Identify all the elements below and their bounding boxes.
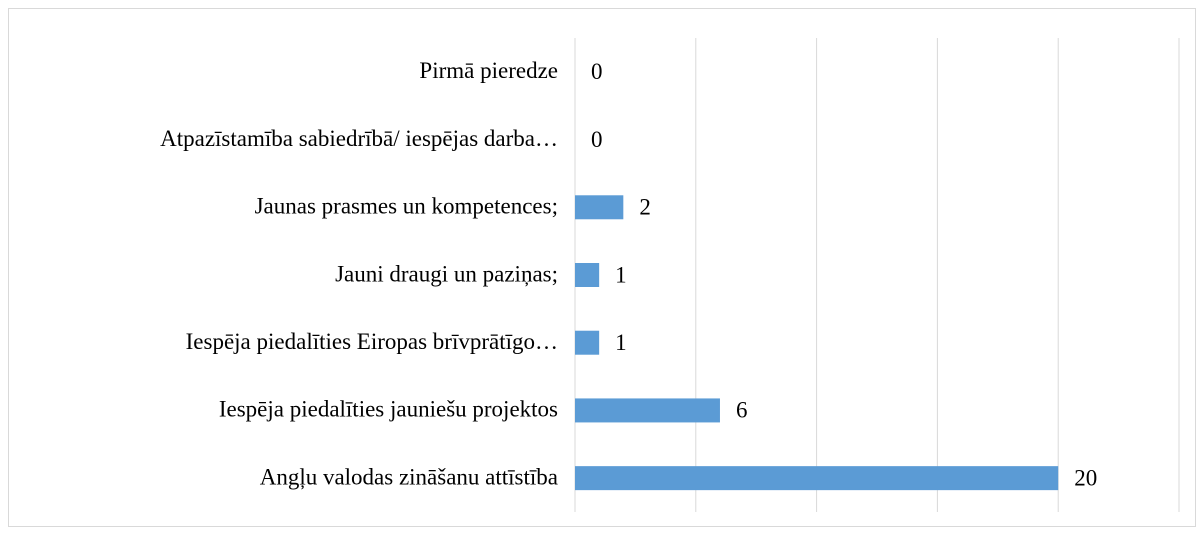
bar: [575, 195, 624, 220]
y-tick-label: Iespēja piedalīties jauniešu projektos: [219, 397, 558, 422]
y-tick-label: Atpazīstamība sabiedrībā/ iespējas darba…: [160, 126, 558, 151]
value-label: 1: [615, 262, 627, 287]
bar: [575, 398, 720, 423]
y-tick-label: Pirmā pieredze: [419, 58, 558, 83]
y-tick-label: Jaunas prasmes un kompetences;: [255, 194, 558, 219]
value-label: 0: [591, 127, 603, 152]
y-tick-label: Jauni draugi un paziņas;: [335, 261, 558, 287]
value-label: 6: [736, 398, 748, 423]
bar: [575, 330, 600, 355]
bar: [575, 466, 1059, 491]
value-label: 0: [591, 59, 603, 84]
y-tick-label: Iespēja piedalīties Eiropas brīvprātīgo…: [186, 329, 558, 354]
value-label: 1: [615, 330, 627, 355]
y-tick-label: Angļu valodas zināšanu attīstība: [260, 464, 558, 490]
value-label: 2: [639, 195, 651, 220]
chart-border: [8, 8, 1196, 527]
bar: [575, 263, 600, 287]
value-label: 20: [1074, 465, 1097, 490]
